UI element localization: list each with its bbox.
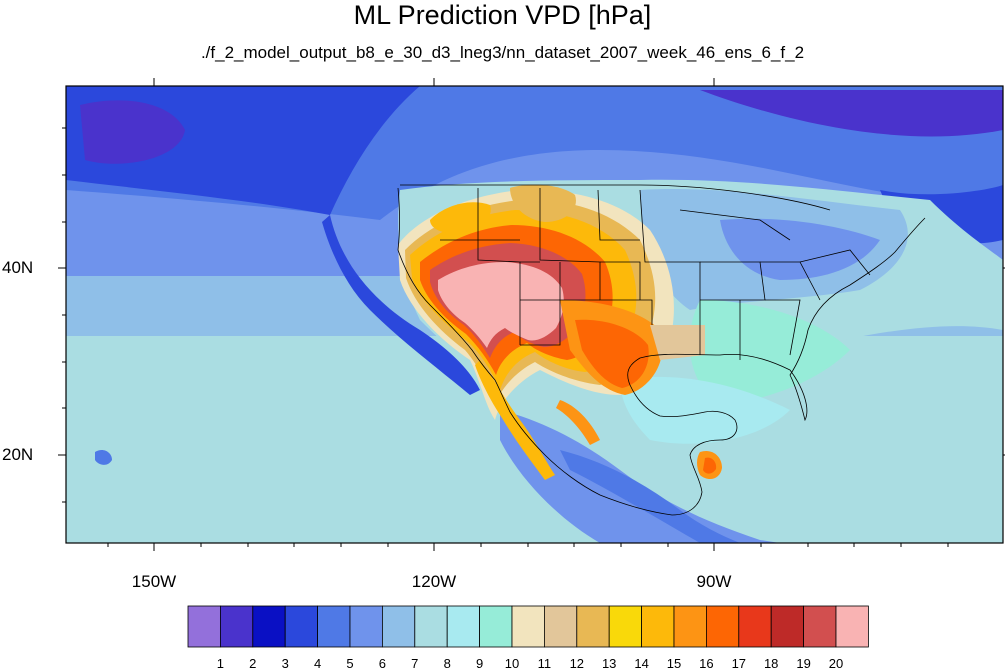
colorbar-swatch xyxy=(317,605,351,648)
colorbar-swatch xyxy=(738,605,772,648)
colorbar-tick-label: 15 xyxy=(666,656,682,671)
colorbar-tick-label: 8 xyxy=(443,656,451,671)
vpd-field xyxy=(66,86,1003,543)
colorbar-swatch xyxy=(187,605,221,648)
axis-ticks xyxy=(58,78,1005,551)
colorbar-swatch xyxy=(576,605,610,648)
colorbar-swatch xyxy=(770,605,805,648)
colorbar-swatch xyxy=(381,605,416,648)
colorbar-swatch xyxy=(835,605,869,648)
colorbar-swatch xyxy=(544,605,578,648)
colorbar-tick-label: 3 xyxy=(281,656,289,671)
colorbar-tick-label: 13 xyxy=(601,656,617,671)
colorbar-tick-label: 5 xyxy=(346,656,354,671)
colorbar-tick-label: 9 xyxy=(475,656,484,671)
colorbar-tick-label: 18 xyxy=(763,656,779,671)
colorbar-swatch xyxy=(803,605,837,648)
map-subtitle: ./f_2_model_output_b8_e_30_d3_lneg3/nn_d… xyxy=(200,43,805,62)
lat-label-40n: 40N xyxy=(2,258,34,277)
colorbar-tick-label: 7 xyxy=(411,656,419,671)
boundaries xyxy=(397,184,926,516)
colorbar-swatch xyxy=(252,605,286,648)
colorbar-tick-label: 1 xyxy=(216,656,224,671)
map-frame xyxy=(65,85,1004,544)
colorbar-tick-label: 14 xyxy=(634,656,649,671)
colorbar-tick-label: 17 xyxy=(731,656,747,671)
colorbar-swatch xyxy=(673,605,707,648)
colorbar-tick-label: 6 xyxy=(378,656,386,671)
colorbar-tick-label: 16 xyxy=(699,656,714,671)
colorbar xyxy=(187,605,869,648)
colorbar-swatch xyxy=(511,605,545,648)
colorbar-swatch xyxy=(446,605,481,648)
lon-label-150w: 150W xyxy=(131,572,177,591)
colorbar-tick-label: 11 xyxy=(537,656,552,671)
map-title: ML Prediction VPD [hPa] xyxy=(353,0,652,30)
colorbar-swatch xyxy=(641,605,675,648)
colorbar-swatch xyxy=(349,605,383,648)
colorbar-tick-label: 12 xyxy=(569,656,585,671)
colorbar-tick-label: 2 xyxy=(249,656,257,671)
lon-label-120w: 120W xyxy=(411,572,457,591)
colorbar-tick-label: 19 xyxy=(796,656,811,671)
lon-label-90w: 90W xyxy=(696,572,732,591)
colorbar-tick-label: 10 xyxy=(504,656,520,671)
colorbar-swatch xyxy=(219,605,254,648)
colorbar-tick-label: 4 xyxy=(313,656,322,671)
colorbar-swatch xyxy=(479,605,513,648)
lat-label-20n: 20N xyxy=(2,445,34,464)
colorbar-swatch xyxy=(608,605,643,648)
colorbar-swatch xyxy=(706,605,740,648)
colorbar-tick-label: 20 xyxy=(828,656,844,671)
colorbar-swatch xyxy=(414,605,448,648)
colorbar-swatch xyxy=(284,605,319,648)
